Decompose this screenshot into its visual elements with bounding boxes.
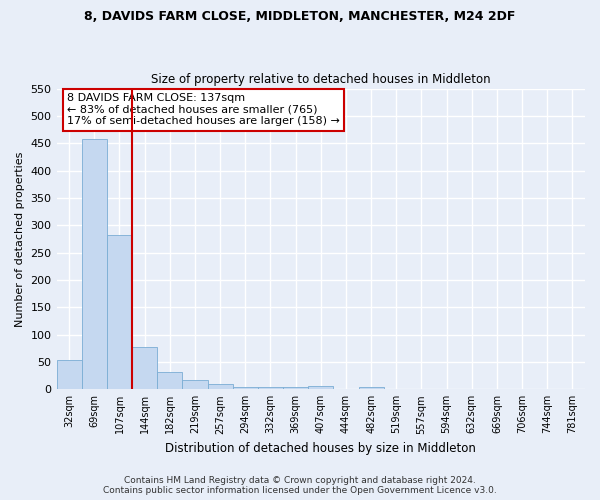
Text: Contains HM Land Registry data © Crown copyright and database right 2024.
Contai: Contains HM Land Registry data © Crown c…: [103, 476, 497, 495]
Y-axis label: Number of detached properties: Number of detached properties: [15, 151, 25, 326]
Bar: [359, 386, 383, 390]
Text: 8 DAVIDS FARM CLOSE: 137sqm
← 83% of detached houses are smaller (765)
17% of se: 8 DAVIDS FARM CLOSE: 137sqm ← 83% of det…: [67, 93, 340, 126]
Bar: [157, 372, 182, 390]
X-axis label: Distribution of detached houses by size in Middleton: Distribution of detached houses by size …: [166, 442, 476, 455]
Bar: [132, 346, 157, 390]
Title: Size of property relative to detached houses in Middleton: Size of property relative to detached ho…: [151, 73, 491, 86]
Bar: [308, 386, 334, 390]
Bar: [107, 234, 132, 390]
Text: 8, DAVIDS FARM CLOSE, MIDDLETON, MANCHESTER, M24 2DF: 8, DAVIDS FARM CLOSE, MIDDLETON, MANCHES…: [85, 10, 515, 23]
Bar: [56, 360, 82, 390]
Bar: [233, 386, 258, 390]
Bar: [82, 140, 107, 390]
Bar: [258, 386, 283, 390]
Bar: [208, 384, 233, 390]
Bar: [283, 386, 308, 390]
Bar: [182, 380, 208, 390]
